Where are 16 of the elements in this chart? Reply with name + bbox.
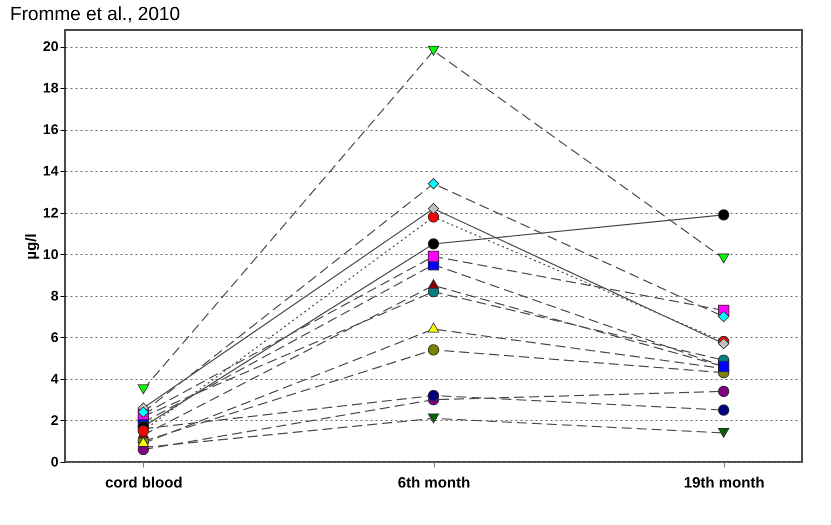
y-tick-label: 10 bbox=[42, 246, 59, 262]
y-axis-title: µg/l bbox=[22, 233, 40, 260]
y-tick-label: 2 bbox=[50, 412, 59, 428]
y-tick-label: 16 bbox=[42, 121, 59, 138]
y-tick-label: 12 bbox=[42, 204, 59, 220]
x-tick-label: cord blood bbox=[105, 474, 183, 492]
x-tick-label: 6th month bbox=[398, 474, 470, 492]
chart-title: Fromme et al., 2010 bbox=[10, 4, 180, 25]
y-tick-label: 14 bbox=[42, 162, 59, 179]
y-tick-label: 6 bbox=[50, 328, 59, 345]
y-tick-label: 4 bbox=[50, 370, 59, 386]
y-tick-label: 8 bbox=[50, 287, 59, 304]
y-tick-label: 18 bbox=[42, 80, 59, 96]
y-tick-label: 20 bbox=[42, 38, 59, 54]
x-tick-label: 19th month bbox=[684, 474, 765, 492]
y-tick-label: 0 bbox=[50, 454, 59, 470]
